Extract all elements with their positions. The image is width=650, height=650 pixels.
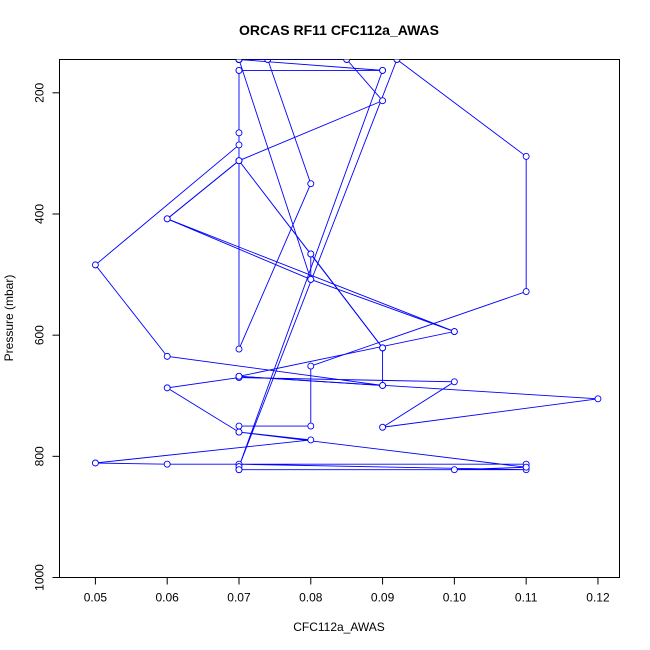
data-point [307,436,315,444]
series-line [166,59,456,386]
data-point [235,428,243,436]
data-point [235,66,243,74]
data-point [163,352,171,360]
data-point [379,381,387,389]
data-point [343,59,351,63]
y-tick-label: 1000 [33,564,47,591]
x-tick-label: 0.10 [443,591,467,605]
data-point [379,344,387,352]
x-tick-label: 0.11 [515,591,538,605]
data-point [235,466,243,474]
data-point [522,152,530,160]
x-tick-label: 0.09 [371,591,395,605]
y-tick-label: 400 [33,204,47,224]
data-point [450,378,458,386]
data-point [163,215,171,223]
y-axis: 200 400 600 800 1000 [33,82,60,591]
y-tick-label: 800 [33,446,47,466]
data-point [235,157,243,165]
data-point [450,328,458,335]
data-point [163,384,171,392]
plot-frame [59,59,620,578]
data-point [307,362,315,370]
x-tick-label: 0.06 [156,591,180,605]
data-point [379,97,387,105]
y-axis-label: Pressure (mbar) [2,275,16,362]
data-point [235,372,243,380]
y-tick-label: 600 [33,325,47,345]
y-tick-label: 200 [33,82,47,102]
data-point [235,422,243,430]
x-tick-label: 0.07 [227,591,251,605]
data-point [450,466,458,474]
data-point [264,59,272,63]
data-point [91,261,99,269]
data-point [307,275,315,283]
data-point [163,460,171,468]
data-series [91,59,602,474]
data-point [393,59,401,63]
data-point [522,463,530,471]
data-point [91,459,99,467]
data-point [307,180,315,188]
data-point [594,395,602,403]
data-point [307,422,315,430]
data-point [379,423,387,431]
series-line [94,59,599,471]
data-point [379,66,387,74]
chart-title: ORCAS RF11 CFC112a_AWAS [239,22,439,38]
x-axis-label: CFC112a_AWAS [293,620,385,634]
x-axis: 0.05 0.06 0.07 0.08 0.09 0.10 0.11 0.12 [84,577,610,605]
data-point [235,59,243,63]
data-point [522,288,530,295]
x-tick-label: 0.12 [586,591,610,605]
data-point [235,129,243,137]
x-tick-label: 0.08 [299,591,323,605]
x-tick-label: 0.05 [84,591,108,605]
data-point [307,250,315,258]
data-point [235,345,243,353]
data-point [235,141,243,149]
